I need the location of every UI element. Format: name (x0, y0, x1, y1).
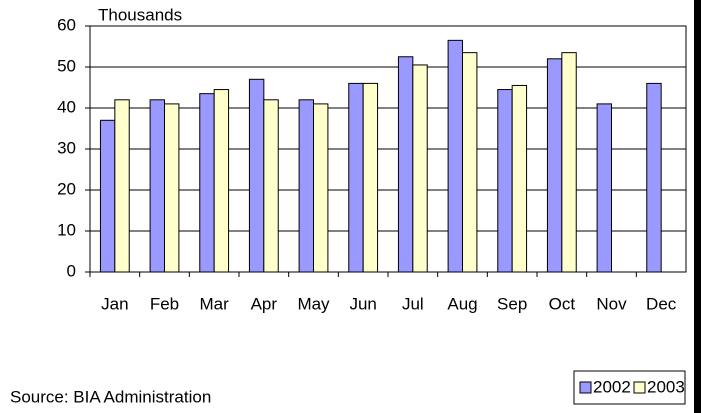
x-tick-label: Feb (150, 294, 179, 313)
legend-swatch (579, 381, 592, 394)
bar (412, 64, 428, 273)
bar (497, 89, 513, 273)
bar (199, 93, 215, 273)
bar (298, 99, 315, 273)
x-tick-label: May (297, 294, 330, 313)
x-tick-label: Oct (549, 294, 576, 313)
x-tick-label: Jun (349, 294, 376, 313)
bar (397, 56, 414, 273)
x-tick-label: Jan (101, 294, 128, 313)
bar (596, 103, 613, 273)
source: Source: BIA Administration (10, 387, 211, 406)
y-tick-label: 60 (57, 15, 76, 34)
bar (462, 52, 478, 273)
bar (511, 84, 528, 273)
y-tick-label: 30 (57, 138, 76, 157)
y-axis-label: Thousands (98, 5, 182, 24)
x-tick-label: Jul (402, 294, 424, 313)
y-tick-label: 50 (57, 56, 76, 75)
legend-label: 2002 (593, 377, 631, 396)
bar (313, 103, 329, 273)
x-tick-label: Nov (596, 294, 627, 313)
legend-swatch (633, 381, 646, 394)
x-tick-label: Apr (251, 294, 278, 313)
y-tick-label: 10 (57, 220, 76, 239)
x-tick-label: Mar (200, 294, 230, 313)
bar (546, 58, 563, 273)
bar (646, 82, 662, 273)
bar (164, 103, 180, 273)
x-tick-label: Dec (646, 294, 677, 313)
frame-edge (694, 0, 701, 413)
bar (561, 52, 577, 273)
bar (213, 89, 230, 273)
bar (114, 99, 130, 273)
bar (447, 39, 464, 273)
bar (99, 119, 116, 273)
bar (149, 99, 165, 273)
x-tick-label: Aug (447, 294, 477, 313)
y-tick-label: 20 (57, 179, 76, 198)
x-tick-label: Sep (497, 294, 527, 313)
bar (362, 82, 379, 273)
y-tick-label: 0 (67, 261, 76, 280)
bar (348, 82, 364, 273)
bar (263, 99, 279, 273)
legend-box (573, 370, 686, 405)
bar (248, 78, 265, 273)
legend-label: 2003 (647, 377, 685, 396)
y-tick-label: 40 (57, 97, 76, 116)
